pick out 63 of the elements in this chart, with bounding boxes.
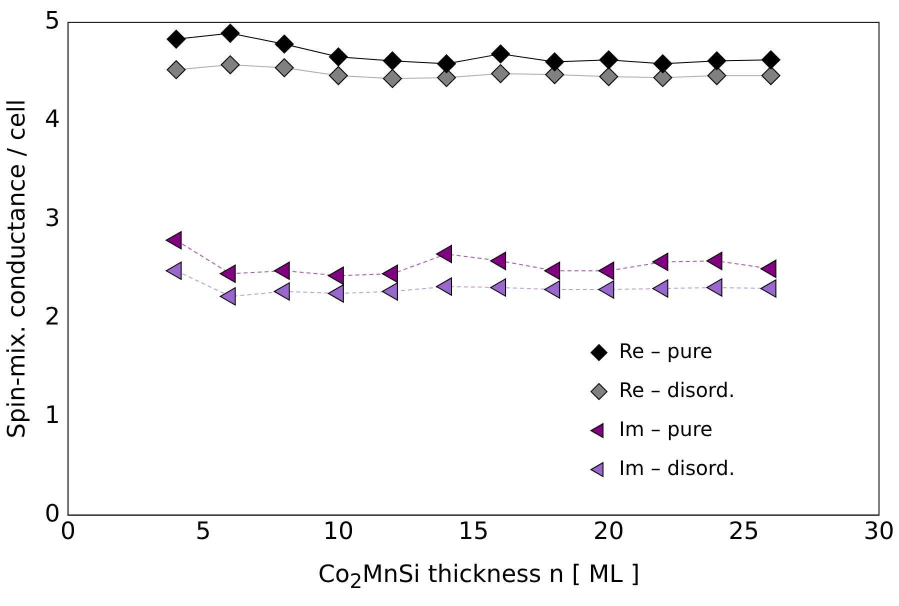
point [436, 244, 452, 264]
point [437, 54, 456, 74]
point [598, 262, 614, 280]
point [328, 266, 344, 285]
point [220, 24, 240, 43]
point [599, 50, 618, 70]
point [382, 282, 398, 301]
point [491, 44, 510, 64]
point [274, 58, 294, 78]
x-tick-label: 20 [593, 516, 624, 545]
y-tick-label: 5 [44, 6, 60, 35]
point [166, 262, 182, 280]
x-tick-label: 15 [458, 516, 489, 545]
point [220, 287, 236, 306]
point [760, 279, 776, 298]
point [220, 264, 236, 283]
point [761, 66, 780, 86]
point [328, 66, 348, 86]
point [274, 282, 290, 301]
point [490, 278, 506, 297]
y-axis-title: Spin-mix. conductance / cell [2, 99, 31, 438]
y-tick-label: 0 [44, 499, 60, 528]
x-tick-label: 25 [728, 516, 760, 545]
y-tick-label: 1 [44, 400, 60, 429]
x-axis-title: Co$_{2}$MnSi thickness n [ ML ] [317, 560, 641, 593]
point [382, 264, 398, 283]
point [436, 277, 452, 296]
point [652, 252, 668, 272]
point [761, 50, 780, 70]
point [166, 60, 186, 80]
point [166, 30, 186, 49]
point [490, 252, 506, 270]
legend-label: Re – disord. [619, 378, 735, 402]
point [653, 54, 672, 74]
x-tick-label: 30 [864, 516, 894, 545]
y-tick-label: 2 [44, 302, 60, 330]
point [220, 55, 240, 74]
point [599, 67, 618, 86]
point [545, 52, 564, 72]
point [544, 262, 560, 280]
point [491, 64, 510, 84]
point [706, 252, 722, 270]
point [707, 66, 726, 86]
point [166, 231, 182, 250]
point [328, 284, 344, 303]
point [707, 51, 726, 70]
x-tick-label: 5 [196, 516, 211, 545]
point [328, 47, 348, 66]
point [706, 278, 722, 297]
legend-label: Im – pure [619, 416, 713, 441]
y-tick-label: 3 [44, 204, 60, 232]
point [274, 262, 290, 280]
y-tick-label: 4 [44, 105, 60, 134]
point [382, 51, 402, 70]
point [598, 280, 614, 299]
point [652, 279, 668, 298]
x-tick-label: 10 [323, 516, 354, 545]
legend-label: Im – disord. [619, 456, 735, 480]
point [382, 69, 402, 88]
point [274, 34, 294, 54]
legend-label: Re – pure [619, 338, 712, 363]
point [760, 260, 776, 278]
point [544, 280, 560, 299]
